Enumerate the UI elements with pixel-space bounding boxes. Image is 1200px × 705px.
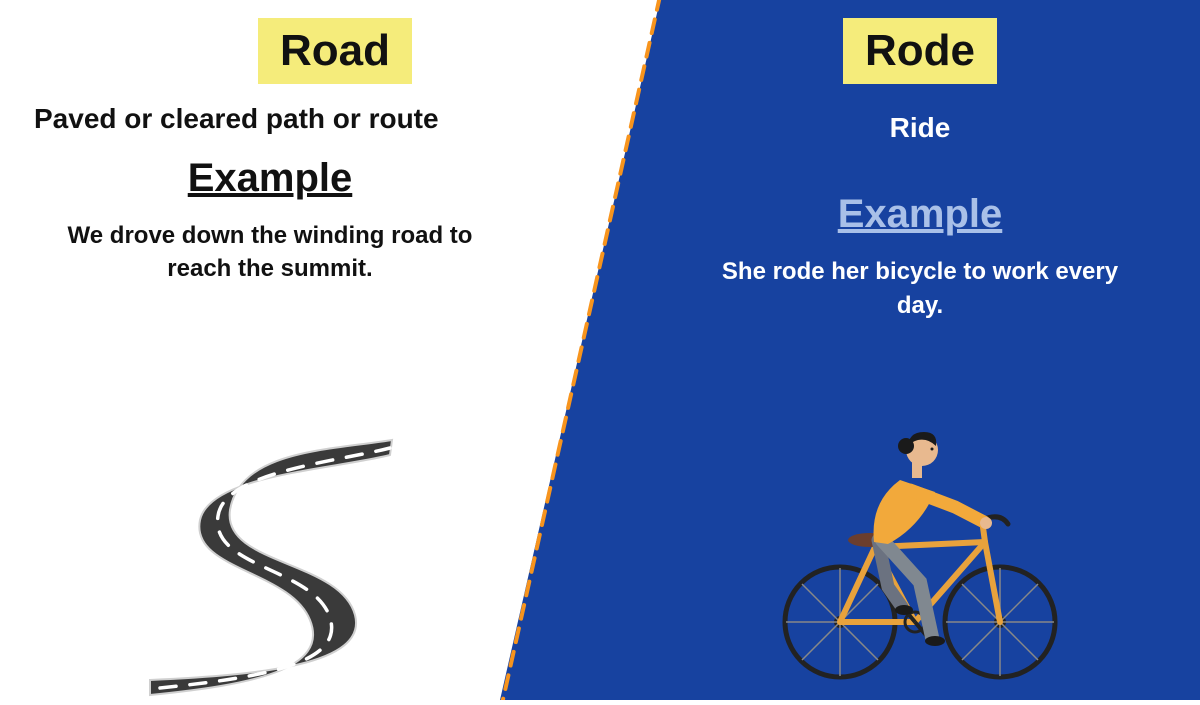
right-title: Rode [843, 18, 997, 84]
left-title-wrap: Road [160, 18, 510, 84]
left-example-heading: Example [30, 156, 510, 201]
right-panel: Rode Ride Example She rode her bicycle t… [640, 0, 1200, 700]
left-title: Road [258, 18, 412, 84]
infographic-container: Road Paved or cleared path or route Exam… [0, 0, 1200, 700]
right-example-sentence: She rode her bicycle to work every day. [680, 255, 1160, 322]
left-panel: Road Paved or cleared path or route Exam… [0, 0, 540, 700]
right-title-wrap: Rode [680, 18, 1160, 84]
right-example-heading: Example [680, 192, 1160, 237]
right-definition: Ride [680, 112, 1160, 144]
left-example-sentence: We drove down the winding road to reach … [30, 219, 510, 286]
road-icon [130, 420, 470, 700]
left-definition: Paved or cleared path or route [30, 100, 510, 138]
cyclist-icon [770, 412, 1070, 682]
